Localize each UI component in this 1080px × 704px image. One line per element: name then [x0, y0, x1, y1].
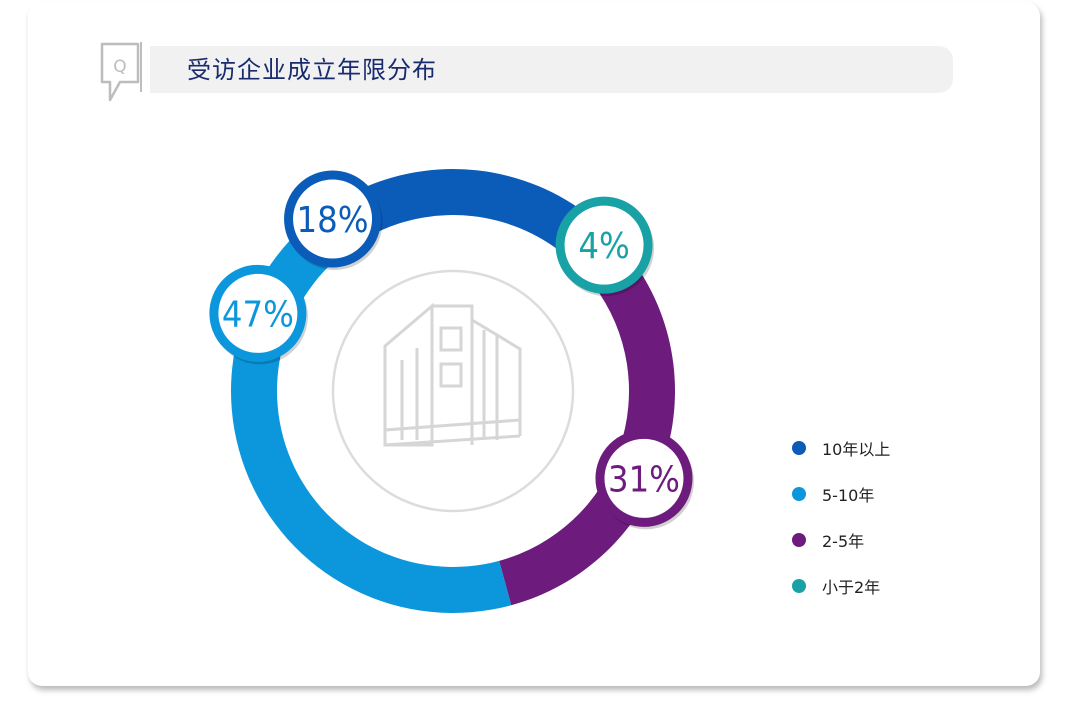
- value-label: 4%: [578, 226, 629, 267]
- legend-label: 10年以上: [822, 440, 891, 459]
- value-badges: 18% 4% 31% 47%: [209, 170, 694, 530]
- legend-item: 2-5年: [792, 517, 890, 563]
- donut-slice-1: [355, 169, 593, 254]
- value-badge: [284, 170, 382, 268]
- legend-label: 2-5年: [822, 532, 865, 551]
- legend: 10年以上 5-10年 2-5年小于2年: [792, 425, 890, 609]
- value-label: 18%: [297, 200, 369, 241]
- chart-title: 受访企业成立年限分布: [187, 56, 437, 84]
- inner-circle: [331, 269, 575, 513]
- legend-label: 5-10年: [822, 486, 875, 505]
- legend-item: 小于2年: [792, 563, 890, 609]
- value-badge: [595, 429, 693, 527]
- value-badge: [209, 264, 307, 362]
- legend-dot-icon: [792, 441, 806, 455]
- value-badge: [555, 196, 653, 294]
- legend-dot-icon: [792, 579, 806, 593]
- legend-label: 小于2年: [822, 578, 881, 597]
- svg-text:Q: Q: [113, 57, 126, 77]
- title-bar: [150, 46, 953, 93]
- legend-dot-icon: [792, 533, 806, 547]
- building-icon: [383, 302, 522, 447]
- legend-dot-icon: [792, 487, 806, 501]
- value-label: 31%: [608, 459, 680, 500]
- legend-item: 10年以上: [792, 425, 890, 471]
- q-speech-icon: Q: [100, 42, 146, 108]
- value-label: 47%: [222, 294, 294, 335]
- legend-item: 5-10年: [792, 471, 890, 517]
